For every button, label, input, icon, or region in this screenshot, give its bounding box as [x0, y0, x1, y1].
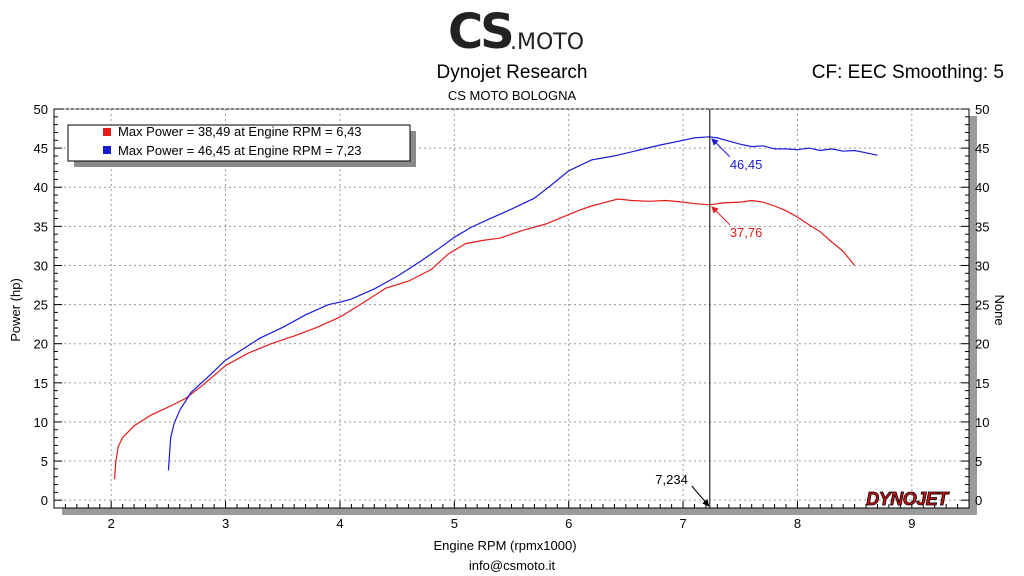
y-tick-label-right: 25 — [975, 298, 989, 313]
x-tick-label: 7 — [679, 516, 686, 531]
y-tick-label-right: 20 — [975, 337, 989, 352]
x-axis-label: Engine RPM (rpmx1000) — [433, 538, 576, 553]
x-tick-label: 4 — [336, 516, 343, 531]
grid — [54, 108, 969, 508]
plot-area — [53, 108, 970, 509]
y-tick-label-left: 5 — [41, 454, 48, 469]
chart-title: Dynojet Research — [436, 62, 588, 83]
x-tick-label: 2 — [108, 516, 115, 531]
legend-swatch-blue — [103, 146, 111, 154]
y-tick-label-right: 30 — [975, 258, 989, 273]
legend-swatch-red — [103, 128, 111, 136]
cursor-group: 7,234 37,76 46,45 — [655, 109, 762, 508]
y-tick-label-right: 10 — [975, 415, 989, 430]
legend-box — [67, 124, 411, 162]
y-tick-label-left: 20 — [34, 337, 48, 352]
annotation-label-red: 37,76 — [730, 225, 763, 240]
logo-moto-text: .MOTO — [510, 30, 585, 55]
y-tick-label-left: 40 — [34, 180, 48, 195]
cursor-value-label: 7,234 — [655, 472, 688, 487]
y-tick-label-right: 5 — [975, 454, 982, 469]
y-tick-label-left: 15 — [34, 376, 48, 391]
y-tick-label-left: 0 — [41, 493, 48, 508]
y-tick-label-right: 50 — [975, 102, 989, 117]
y-tick-label-right: 35 — [975, 219, 989, 234]
y-tick-label-right: 15 — [975, 376, 989, 391]
y-tick-label-left: 35 — [34, 219, 48, 234]
y-tick-label-right: 40 — [975, 180, 989, 195]
series-line-red — [114, 198, 856, 480]
chart-subtitle: CS MOTO BOLOGNA — [447, 88, 577, 103]
y-tick-label-right: 45 — [975, 141, 989, 156]
csmoto-logo: CS .MOTO — [448, 4, 588, 60]
x-tick-label: 6 — [565, 516, 572, 531]
y-tick-label-left: 10 — [34, 415, 48, 430]
correction-factor: CF: EEC Smoothing: 5 — [811, 62, 1004, 83]
legend-entry-red: Max Power = 38,49 at Engine RPM = 6,43 — [118, 124, 362, 139]
y-axis-label: Power (hp) — [8, 278, 23, 342]
dynojet-logo: DYNOJET — [866, 489, 950, 509]
y2-axis-label: None — [992, 294, 1007, 325]
x-tick-label: 8 — [794, 516, 801, 531]
annotation-arrow-blue — [711, 138, 731, 158]
y-tick-label-left: 25 — [34, 298, 48, 313]
y-tick-label-left: 50 — [34, 102, 48, 117]
x-tick-label: 5 — [451, 516, 458, 531]
x-tick-label: 9 — [908, 516, 915, 531]
legend-entry-blue: Max Power = 46,45 at Engine RPM = 7,23 — [118, 143, 362, 158]
series-line-blue — [167, 136, 878, 471]
annotation-arrow-red — [711, 206, 731, 226]
y-tick-label-right: 0 — [975, 493, 982, 508]
logo-cs-text: CS — [448, 4, 515, 60]
cursor-arrow — [691, 485, 710, 507]
x-tick-label: 3 — [222, 516, 229, 531]
series-group — [114, 136, 878, 480]
y-tick-label-left: 30 — [34, 258, 48, 273]
y-tick-label-left: 45 — [34, 141, 48, 156]
annotation-label-blue: 46,45 — [730, 157, 763, 172]
footer-email: info@csmoto.it — [468, 558, 556, 573]
